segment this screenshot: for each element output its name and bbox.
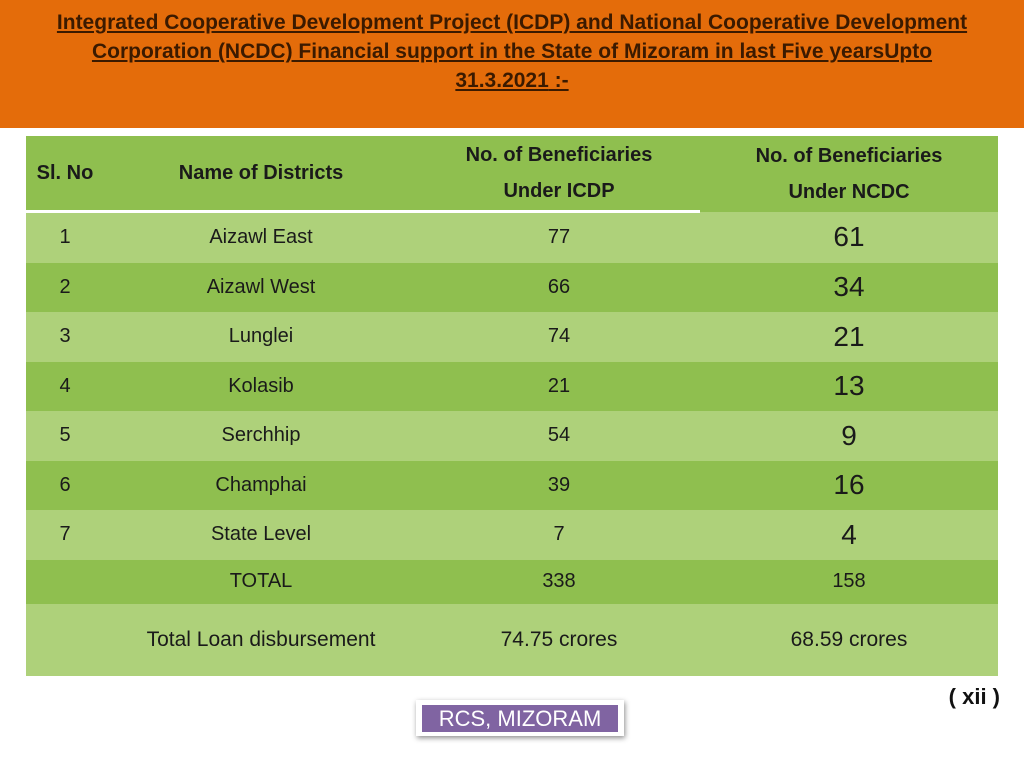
page-number: ( xii ) (948, 684, 1000, 709)
total-icdp: 338 (418, 559, 700, 604)
cell-icdp: 77 (418, 211, 700, 263)
beneficiaries-table: Sl. No Name of Districts No. of Benefici… (26, 136, 998, 676)
cell-sl-no: 5 (26, 411, 104, 461)
page-title: Integrated Cooperative Development Proje… (16, 8, 1008, 95)
cell-sl-no-empty (26, 603, 104, 676)
cell-sl-no: 2 (26, 262, 104, 312)
total-ncdc: 158 (700, 559, 998, 604)
header-ncdc: No. of Beneficiaries Under NCDC (700, 136, 998, 212)
cell-district: State Level (104, 510, 418, 560)
cell-sl-no: 6 (26, 460, 104, 510)
cell-icdp: 7 (418, 510, 700, 560)
header-district: Name of Districts (104, 136, 418, 213)
cell-ncdc: 9 (700, 411, 998, 461)
cell-district: Serchhip (104, 411, 418, 461)
table-header-row: Sl. No Name of Districts No. of Benefici… (26, 136, 998, 213)
header-ncdc-line-1: No. of Beneficiaries (755, 144, 943, 167)
footer-badge-label: RCS, MIZORAM (422, 705, 618, 732)
table-row: 3 Lunglei 74 21 (26, 312, 998, 362)
table-row: 7 State Level 7 4 (26, 510, 998, 560)
total-label: TOTAL (104, 559, 418, 604)
cell-icdp: 74 (418, 312, 700, 362)
title-line-3: 31.3.2021 (455, 69, 549, 92)
cell-sl-no: 4 (26, 361, 104, 411)
title-suffix: :- (548, 69, 569, 92)
total-row: TOTAL 338 158 (26, 559, 998, 604)
title-line-2: Corporation (NCDC) Financial support in … (91, 40, 933, 63)
cell-ncdc: 34 (700, 262, 998, 312)
cell-sl-no: 7 (26, 510, 104, 560)
title-banner: Integrated Cooperative Development Proje… (0, 0, 1024, 128)
loan-label: Total Loan disbursement (104, 603, 418, 676)
cell-ncdc: 4 (700, 510, 998, 560)
header-icdp-line-1: No. of Beneficiaries (465, 144, 653, 166)
footer-badge: RCS, MIZORAM (416, 700, 624, 736)
table-row: 5 Serchhip 54 9 (26, 411, 998, 461)
loan-row: Total Loan disbursement 74.75 crores 68.… (26, 603, 998, 676)
table-row: 1 Aizawl East 77 61 (26, 211, 998, 263)
cell-district: Champhai (104, 460, 418, 510)
loan-ncdc: 68.59 crores (700, 603, 998, 676)
cell-sl-no: 3 (26, 312, 104, 362)
cell-ncdc: 16 (700, 460, 998, 510)
loan-icdp: 74.75 crores (418, 603, 700, 676)
table-row: 6 Champhai 39 16 (26, 460, 998, 510)
header-icdp-line-2: Under ICDP (503, 180, 615, 202)
header-ncdc-line-2: Under NCDC (788, 180, 910, 203)
cell-icdp: 21 (418, 361, 700, 411)
table-row: 4 Kolasib 21 13 (26, 361, 998, 411)
title-line-1: Integrated Cooperative Development Proje… (56, 11, 968, 34)
cell-sl-no-empty (26, 559, 104, 604)
cell-icdp: 39 (418, 460, 700, 510)
cell-district: Aizawl West (104, 262, 418, 312)
cell-sl-no: 1 (26, 211, 104, 263)
cell-district: Lunglei (104, 312, 418, 362)
table-row: 2 Aizawl West 66 34 (26, 262, 998, 312)
cell-ncdc: 21 (700, 312, 998, 362)
cell-district: Aizawl East (104, 211, 418, 263)
header-icdp: No. of Beneficiaries Under ICDP (418, 136, 700, 213)
cell-icdp: 54 (418, 411, 700, 461)
cell-district: Kolasib (104, 361, 418, 411)
cell-icdp: 66 (418, 262, 700, 312)
cell-ncdc: 13 (700, 361, 998, 411)
cell-ncdc: 61 (700, 211, 998, 263)
header-sl-no: Sl. No (26, 136, 104, 213)
